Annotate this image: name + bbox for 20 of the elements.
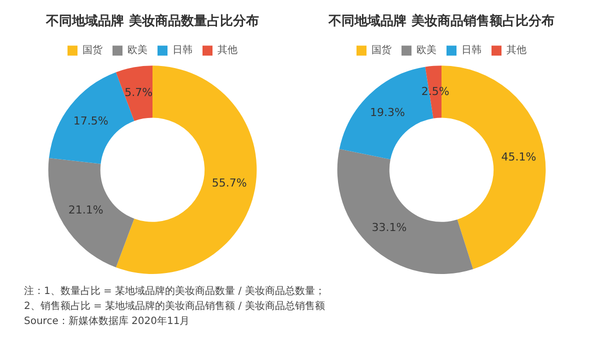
- legend-label: 国货: [372, 44, 392, 56]
- legend-label: 日韩: [462, 44, 482, 56]
- source-note: Source：新媒体数据库 2020年11月: [24, 314, 191, 329]
- legend-label: 国货: [82, 44, 102, 56]
- legend-label: 日韩: [172, 44, 192, 56]
- data-label: 33.1%: [372, 220, 407, 234]
- data-label: 55.7%: [212, 176, 247, 190]
- chart-title: 不同地域品牌 美妆商品数量占比分布: [45, 13, 259, 30]
- data-label: 17.5%: [73, 114, 108, 128]
- data-label: 19.3%: [370, 106, 405, 120]
- text: 注：1、数量占比 = 某地域品牌的美妆商品数量 / 美妆商品总数量；: [24, 284, 326, 299]
- text: 2、销售额占比 = 某地域品牌的美妆商品销售额 / 美妆商品总销售额: [24, 300, 326, 314]
- data-label: 21.1%: [68, 203, 104, 216]
- chart-title: 不同地域品牌 美妆商品销售额占比分布: [328, 13, 554, 30]
- data-label: 45.1%: [501, 150, 536, 164]
- data-label: 5.7%: [124, 86, 153, 99]
- legend-label: 其他: [218, 44, 238, 56]
- legend-label: 欧美: [416, 44, 436, 56]
- legend-label: 其他: [506, 44, 526, 56]
- legend-label: 欧美: [128, 44, 148, 56]
